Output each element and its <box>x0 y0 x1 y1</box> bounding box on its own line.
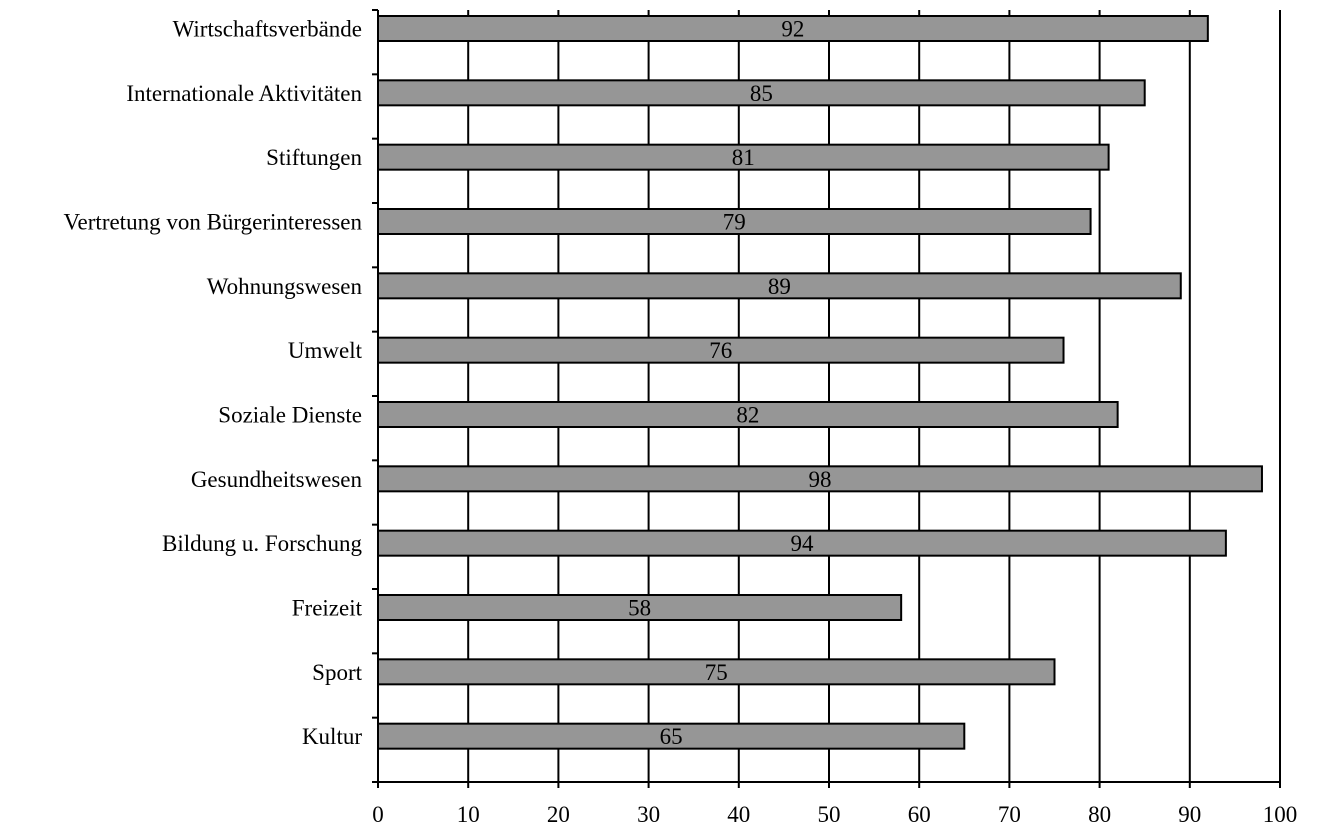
x-tick-label-80: 80 <box>1088 802 1111 827</box>
data-label-0: 92 <box>781 17 804 42</box>
category-label-2: Stiftungen <box>266 145 362 170</box>
data-label-6: 82 <box>736 403 759 428</box>
category-label-10: Sport <box>312 660 362 685</box>
data-label-9: 58 <box>628 596 651 621</box>
data-label-8: 94 <box>790 531 814 556</box>
data-label-4: 89 <box>768 274 791 299</box>
x-tick-label-40: 40 <box>727 802 750 827</box>
bars <box>377 15 1263 750</box>
category-label-3: Vertretung von Bürgerinteressen <box>64 210 363 235</box>
axes <box>372 9 1281 788</box>
category-label-9: Freizeit <box>292 596 363 621</box>
x-tick-label-70: 70 <box>998 802 1021 827</box>
data-label-5: 76 <box>709 338 732 363</box>
x-tick-label-60: 60 <box>908 802 931 827</box>
x-tick-label-30: 30 <box>637 802 660 827</box>
category-label-8: Bildung u. Forschung <box>162 531 362 556</box>
data-label-7: 98 <box>808 467 831 492</box>
data-label-1: 85 <box>750 81 773 106</box>
x-tick-label-20: 20 <box>547 802 570 827</box>
x-tick-label-90: 90 <box>1178 802 1201 827</box>
data-label-10: 75 <box>705 660 728 685</box>
x-tick-label-0: 0 <box>372 802 384 827</box>
data-label-3: 79 <box>723 210 746 235</box>
category-label-4: Wohnungswesen <box>207 274 363 299</box>
x-tick-label-100: 100 <box>1263 802 1298 827</box>
data-label-11: 65 <box>660 724 683 749</box>
bar-6 <box>377 401 1119 428</box>
bar-0 <box>377 15 1209 42</box>
category-label-0: Wirtschaftsverbände <box>173 17 362 42</box>
labels: 0 10 20 30 40 50 60 70 80 90 100 Wirtschaftsverbänd… <box>64 17 1298 828</box>
bar-11 <box>377 722 966 750</box>
category-label-1: Internationale Aktivitäten <box>126 81 362 106</box>
bar-8 <box>377 529 1227 557</box>
x-tick-label-50: 50 <box>818 802 841 827</box>
x-tick-label-10: 10 <box>457 802 480 827</box>
data-label-2: 81 <box>732 145 755 170</box>
category-label-7: Gesundheitswesen <box>191 467 363 492</box>
bar-7 <box>377 465 1263 493</box>
category-label-5: Umwelt <box>288 338 363 363</box>
category-label-11: Kultur <box>302 724 362 749</box>
gridlines <box>467 10 1281 782</box>
category-label-6: Soziale Dienste <box>218 403 362 428</box>
